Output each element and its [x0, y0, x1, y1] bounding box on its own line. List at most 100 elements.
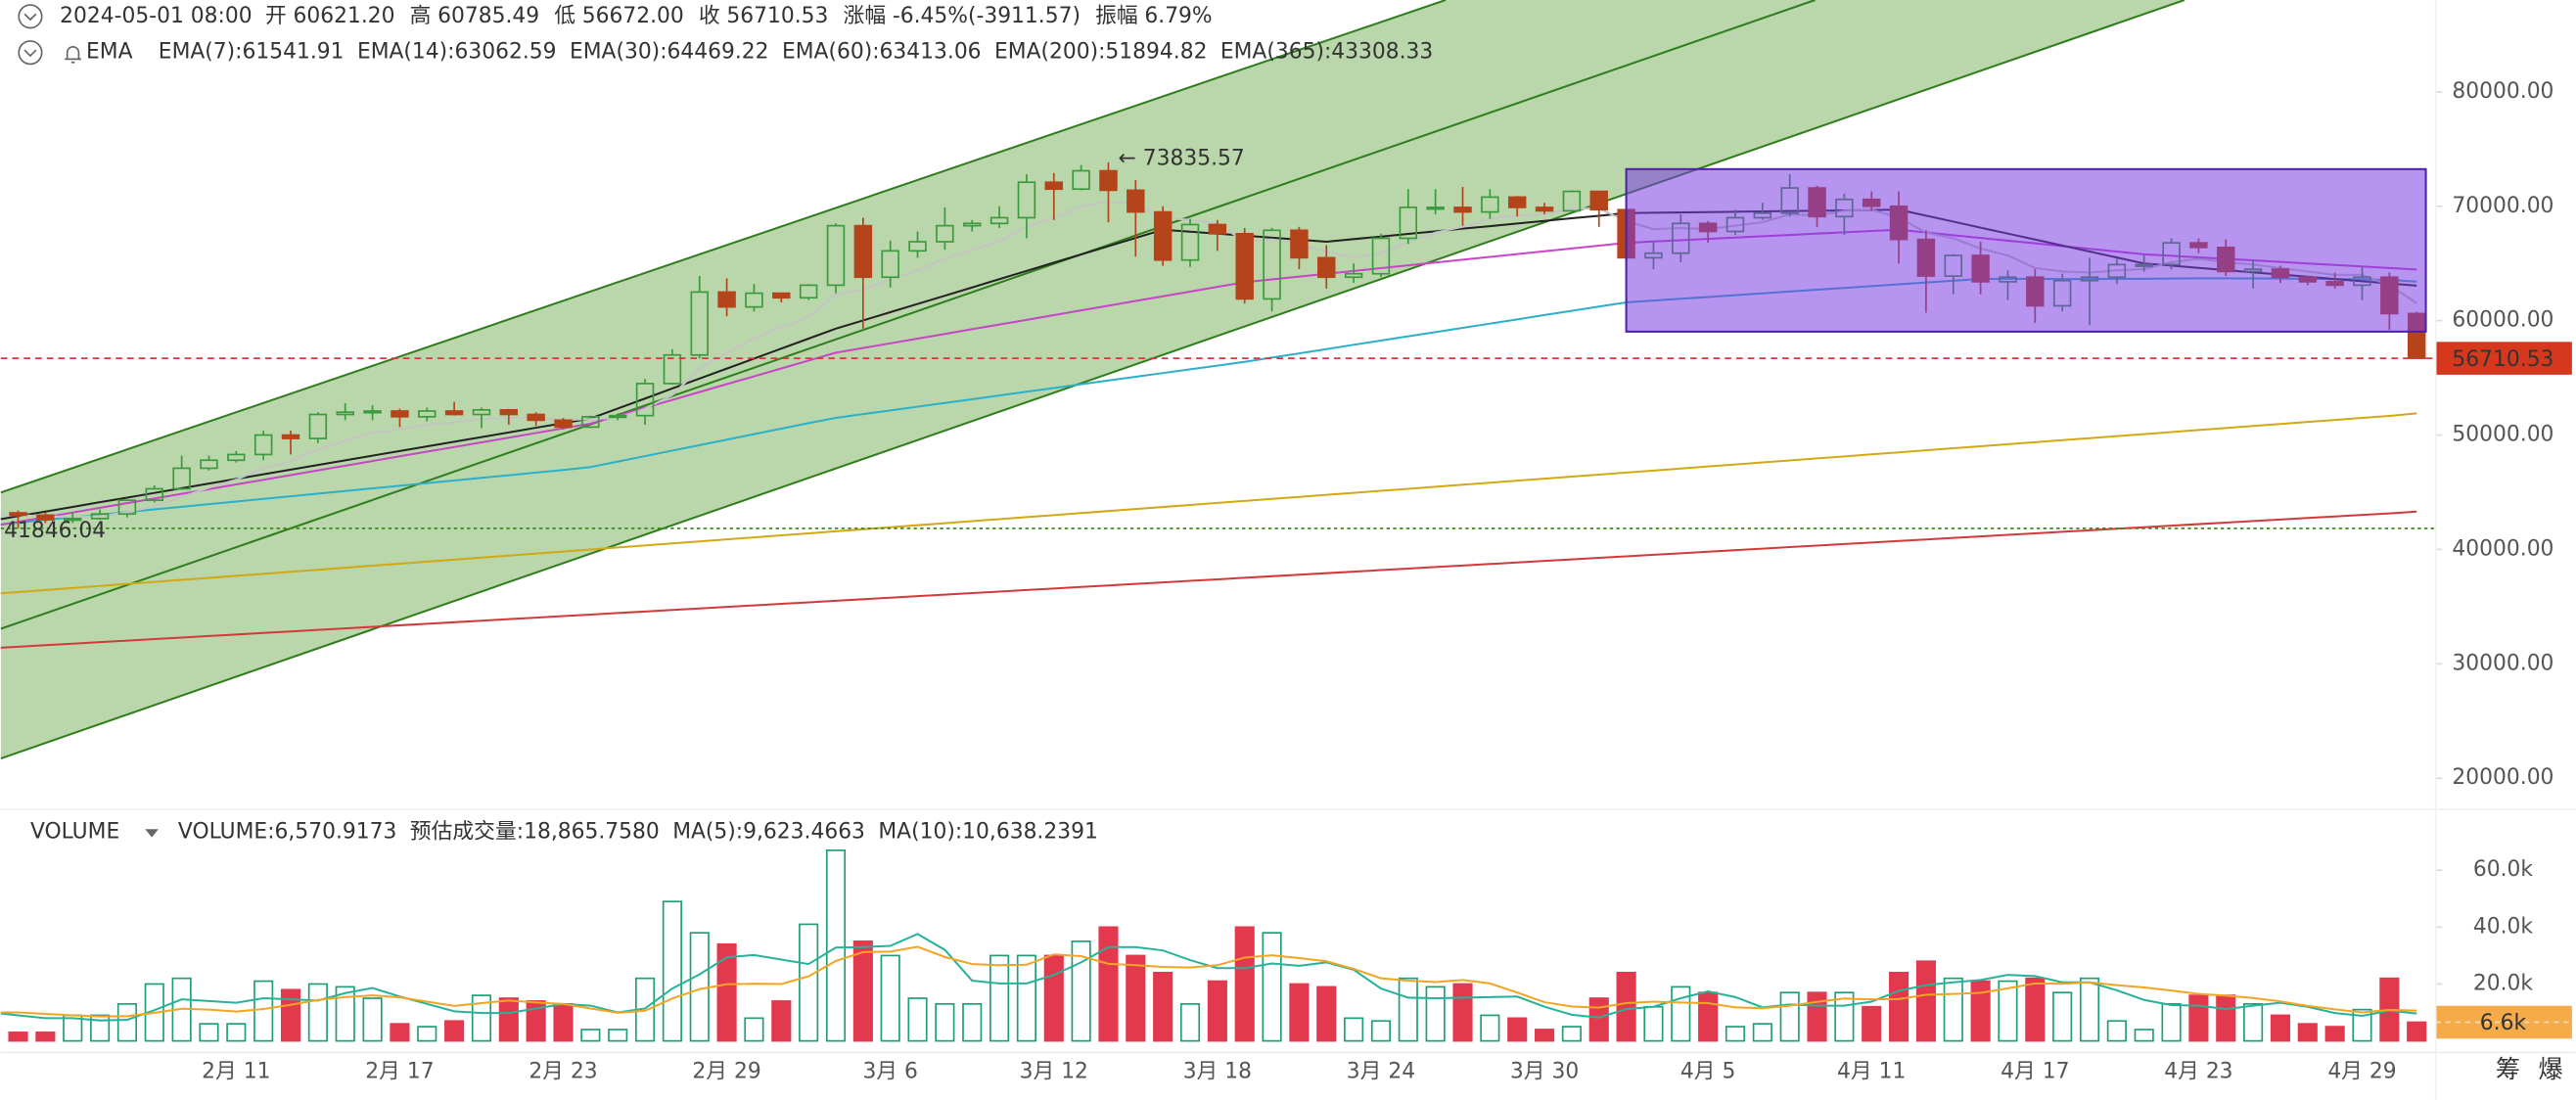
volume-bar — [1915, 960, 1936, 1042]
volume-bar — [1262, 932, 1282, 1042]
candle-body — [963, 222, 982, 227]
volume-bar — [2106, 1020, 2127, 1042]
header-label: 高 — [410, 4, 432, 28]
collapse-icon[interactable] — [18, 40, 43, 66]
header-value: -6.45%(-3911.57) — [893, 4, 1081, 28]
volume-bar — [390, 1023, 410, 1042]
toolbar-button[interactable]: 筹 — [2496, 1055, 2520, 1083]
candle-body — [391, 410, 409, 418]
volume-bar — [2407, 1021, 2427, 1042]
candle-body — [745, 292, 763, 308]
x-tick-label: 4月 5 — [1680, 1059, 1735, 1083]
volume-bar — [989, 954, 1010, 1042]
collapse-icon[interactable] — [18, 4, 43, 29]
range-box[interactable] — [1625, 167, 2427, 333]
candle-body — [1153, 210, 1173, 261]
volume-bar — [1616, 972, 1636, 1042]
volume-bar — [744, 1017, 764, 1042]
volume-legend-entry: MA(5):9,623.4663 — [672, 820, 865, 845]
y-tick-label: 20.0k — [2473, 971, 2534, 995]
volume-title[interactable]: VOLUME — [30, 820, 119, 845]
volume-bar — [1234, 926, 1255, 1042]
volume-bar — [2134, 1029, 2154, 1042]
volume-bar — [1834, 991, 1855, 1042]
candle-body — [1072, 169, 1090, 191]
volume-bar — [1316, 985, 1337, 1042]
volume-bar — [1889, 972, 1909, 1042]
candle-body — [1453, 206, 1472, 213]
volume-bar — [825, 849, 847, 1042]
x-tick-label: 4月 17 — [2001, 1059, 2069, 1083]
alert-icon[interactable] — [65, 45, 81, 64]
volume-ma-line — [0, 933, 2417, 1022]
header-value: 60785.49 — [437, 4, 539, 28]
candle-body — [989, 216, 1009, 225]
volume-bar — [1016, 954, 1036, 1042]
volume-bar — [1370, 1020, 1392, 1042]
volume-bar — [199, 1023, 219, 1042]
ema-line — [0, 510, 2417, 649]
candle-body — [1426, 206, 1445, 210]
channel-middle[interactable] — [0, 0, 1816, 630]
volume-bar — [226, 1023, 247, 1042]
candle-body — [1263, 229, 1281, 300]
header-label: 涨幅 — [844, 4, 887, 28]
toolbar-button[interactable]: 爆 — [2538, 1055, 2562, 1083]
indicator-name[interactable]: EMA — [86, 40, 133, 65]
volume-bar — [1507, 1017, 1528, 1042]
candle-body — [1317, 256, 1336, 279]
high-label: ← 73835.57 — [1119, 147, 1245, 171]
candle-body — [1099, 169, 1118, 192]
volume-bar — [2188, 994, 2209, 1042]
header-value: 56672.00 — [582, 4, 684, 28]
volume-bar — [2079, 977, 2100, 1042]
candle-body — [145, 487, 164, 502]
header-date: 2024-05-01 08:00 — [60, 4, 252, 28]
y-tick-label: 60000.00 — [2452, 308, 2553, 333]
candle-body — [363, 410, 382, 414]
y-tick-label: 80000.00 — [2452, 79, 2553, 104]
volume-bar — [2052, 991, 2073, 1042]
candle-body — [1507, 196, 1527, 208]
x-tick-label: 3月 24 — [1347, 1059, 1415, 1083]
candle-body — [1180, 223, 1200, 261]
volume-bar — [1344, 1017, 1364, 1042]
candle-body — [36, 514, 55, 521]
volume-bar — [1425, 985, 1446, 1042]
volume-bar — [716, 942, 737, 1042]
candle-body — [717, 291, 736, 308]
y-tick-label: 20000.00 — [2452, 765, 2553, 790]
volume-bar — [1043, 954, 1064, 1042]
volume-bar — [1807, 991, 1827, 1042]
volume-bar — [2297, 1023, 2318, 1042]
volume-bar — [8, 1031, 28, 1042]
candle-body — [1371, 237, 1391, 275]
candle-body — [581, 416, 600, 429]
header-label: 收 — [699, 4, 720, 28]
candle-body — [635, 383, 655, 417]
candle-body — [1562, 190, 1582, 212]
dropdown-arrow[interactable] — [145, 829, 159, 838]
volume-bar — [1098, 926, 1119, 1042]
volume-bar — [2025, 977, 2046, 1042]
candle-body — [1127, 189, 1145, 213]
y-tick-label: 60.0k — [2473, 857, 2534, 882]
channel-lower[interactable] — [0, 0, 2185, 760]
volume-bar — [417, 1026, 437, 1042]
collapse-chevron — [23, 49, 37, 58]
x-tick-label: 3月 12 — [1020, 1059, 1088, 1083]
x-tick-label: 4月 11 — [1837, 1059, 1906, 1083]
volume-bar — [580, 1029, 601, 1042]
header-value: 6.79% — [1144, 4, 1212, 28]
candle-body — [853, 224, 873, 279]
x-tick-label: 3月 30 — [1510, 1059, 1579, 1083]
volume-bar — [662, 900, 682, 1042]
channel-upper[interactable] — [0, 0, 1447, 494]
volume-bar — [1398, 977, 1418, 1042]
candle-body — [799, 284, 818, 299]
volume-bar — [1207, 980, 1227, 1042]
volume-bar — [335, 985, 355, 1042]
volume-bar — [771, 1000, 792, 1042]
x-tick-label: 2月 17 — [365, 1059, 434, 1083]
